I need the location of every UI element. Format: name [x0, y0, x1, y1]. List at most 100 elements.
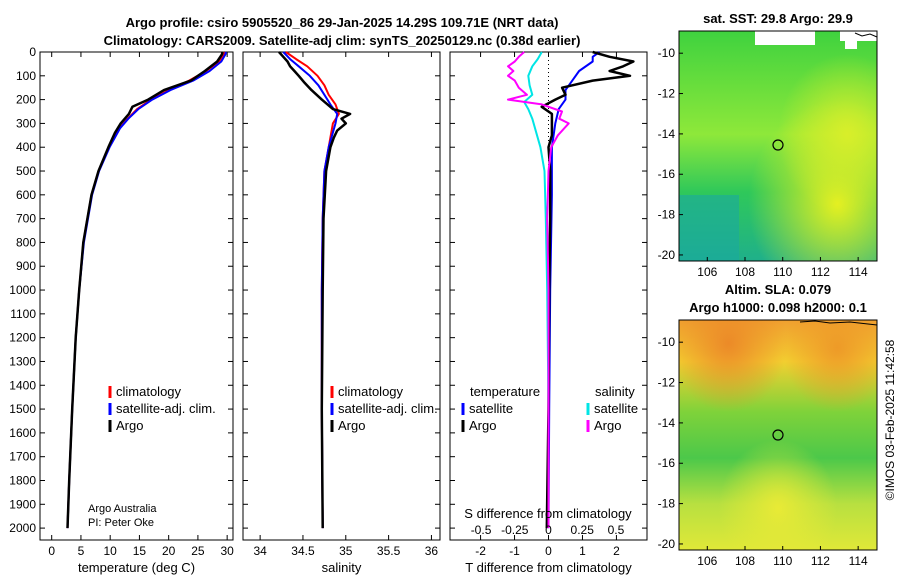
sla_map-ytick-label: -20 [658, 537, 676, 551]
sla-map-axes: 106 108 110 112 114 -10 -12 -14 -16 -18 -20 [658, 335, 868, 568]
sal-legend-climatology-label: climatology [338, 384, 404, 399]
temperature-ytick-label: 800 [16, 235, 36, 249]
temperature-ytick-label: 0 [29, 45, 36, 59]
header-line1: Argo profile: csiro 5905520_86 29-Jan-20… [126, 15, 559, 30]
sst_map-xtick-label: 110 [773, 265, 792, 279]
temperature-ytick-label: 1700 [9, 450, 36, 464]
salinity-xlabel: salinity [322, 560, 362, 575]
differences-xtick-label: -1 [509, 544, 520, 558]
salinity-axes-box [242, 51, 441, 541]
diff-line-s-satellite [523, 51, 550, 529]
sla_map-xtick-label: 110 [773, 554, 792, 568]
temperature-xtick-label: 15 [133, 544, 147, 558]
diff-legend-s-satellite-label: satellite [594, 401, 638, 416]
temperature-xtick-label: 5 [78, 544, 85, 558]
temperature-ytick-label: 1500 [9, 402, 36, 416]
temperature-ytick-label: 1900 [9, 497, 36, 511]
sst_map-xtick-label: 108 [735, 265, 755, 279]
sla_map-xtick-label: 108 [735, 554, 755, 568]
temperature-ytick-label: 1400 [9, 378, 36, 392]
sst_map-ytick-label: -12 [658, 87, 676, 101]
temperature-ytick-label: 300 [16, 116, 36, 130]
temperature-xlabel: temperature (deg C) [78, 560, 195, 575]
sla_map-ytick-label: -14 [658, 416, 676, 430]
diff-line-t-argo [540, 50, 635, 529]
sal-legend-satellite-label: satellite-adj. clim. [338, 401, 438, 416]
temperature-panel: 0 5 10 15 20 25 300100200300400500600700800900… [9, 45, 234, 575]
diff-xlabel-top: S difference from climatology [464, 506, 632, 521]
diff-legend-t-argo-label: Argo [469, 418, 496, 433]
sal-line-argo [278, 51, 352, 529]
sla_map-ytick-label: -18 [658, 497, 676, 511]
salinity-xtick-label: 34 [253, 544, 267, 558]
temp-legend-satellite-label: satellite-adj. clim. [116, 401, 216, 416]
temperature-ytick-label: 1300 [9, 354, 36, 368]
sst-profile-marker [772, 139, 784, 151]
imos-stamp: ©IMOS 03-Feb-2025 11:42:58 [883, 339, 897, 500]
sst-map-title: sat. SST: 29.8 Argo: 29.9 [703, 11, 853, 26]
temperature-axes-box [39, 51, 234, 541]
salinity-xtick-label: 35 [339, 544, 353, 558]
temperature-ytick-label: 2000 [9, 521, 36, 535]
sst_map-ytick-label: -20 [658, 248, 676, 262]
diff-legend-t-satellite-label: satellite [469, 401, 513, 416]
differences-xtick-label: 2 [613, 544, 620, 558]
sla_map-ytick-label: -16 [658, 456, 676, 470]
temperature-ytick-label: 1600 [9, 426, 36, 440]
differences-xlabel: T difference from climatology [465, 560, 632, 575]
temp-annotation-institution: Argo Australia [88, 503, 157, 515]
sla-profile-marker [772, 429, 784, 441]
temperature-xtick-label: 10 [104, 544, 118, 558]
sla_map-ytick-label: -12 [658, 376, 676, 390]
difference-panel: -2 -1 0 1 2 T difference from climatology temp… [449, 50, 648, 575]
temp-line-argo [66, 51, 224, 529]
differences-xtick-label: 1 [579, 544, 586, 558]
header-line2: Climatology: CARS2009. Satellite-adj cli… [104, 33, 581, 48]
temperature-ytick-label: 1100 [10, 307, 36, 321]
temperature-ytick-label: 1200 [9, 331, 36, 345]
sst_map-xtick-label: 114 [849, 265, 868, 279]
temperature-ytick-label: 900 [16, 259, 36, 273]
temperature-ytick-label: 1800 [9, 473, 36, 487]
salinity-xtick-label: 36 [425, 544, 439, 558]
temperature-ytick-label: 600 [16, 188, 36, 202]
differences-xtick-label: -2 [475, 544, 486, 558]
sla-map-title-1: Altim. SLA: 0.079 [725, 282, 831, 297]
temperature-ytick-label: 200 [16, 93, 36, 107]
diff-top-xtick-label: -0.25 [501, 523, 529, 537]
sal-legend-argo-label: Argo [338, 418, 365, 433]
sla-map [678, 319, 878, 551]
sla_map-ytick-label: -10 [658, 335, 676, 349]
sst-map [678, 30, 878, 262]
temperature-ytick-label: 1000 [9, 283, 36, 297]
temperature-xtick-label: 30 [220, 544, 234, 558]
temperature-xtick-label: 25 [191, 544, 205, 558]
sst_map-xtick-label: 106 [697, 265, 717, 279]
temperature-ytick-label: 400 [16, 140, 36, 154]
diff-top-xtick-label: 0 [545, 523, 552, 537]
sla-map-title-2: Argo h1000: 0.098 h2000: 0.1 [689, 300, 867, 315]
sst_map-ytick-label: -18 [658, 208, 676, 222]
salinity-xtick-label: 35.5 [377, 544, 401, 558]
temperature-ytick-label: 500 [16, 164, 36, 178]
diff-top-xtick-label: 0.25 [571, 523, 595, 537]
sst-map-axes: 106 108 110 112 114 -10 -12 -14 -16 -18 -20 [658, 46, 868, 279]
diff-top-xtick-label: 0.5 [608, 523, 625, 537]
salinity-panel: 34 34.5 35 35.5 36 salinity climatology satelli… [242, 51, 441, 575]
salinity-xtick-label: 34.5 [291, 544, 315, 558]
differences-xtick-label: 0 [545, 544, 552, 558]
diff-legend-sal-title: salinity [595, 384, 635, 399]
temp-legend-climatology-label: climatology [116, 384, 182, 399]
diff-legend-temp-title: temperature [470, 384, 540, 399]
temperature-xtick-label: 20 [162, 544, 176, 558]
sla_map-xtick-label: 106 [697, 554, 717, 568]
sla_map-xtick-label: 114 [849, 554, 868, 568]
sst_map-ytick-label: -10 [658, 46, 676, 60]
sla_map-xtick-label: 112 [811, 554, 830, 568]
temperature-ytick-label: 700 [16, 212, 36, 226]
temperature-xtick-label: 0 [48, 544, 55, 558]
temperature-ytick-label: 100 [16, 69, 36, 83]
diff-legend-s-argo-label: Argo [594, 418, 621, 433]
sst_map-ytick-label: -14 [658, 127, 676, 141]
